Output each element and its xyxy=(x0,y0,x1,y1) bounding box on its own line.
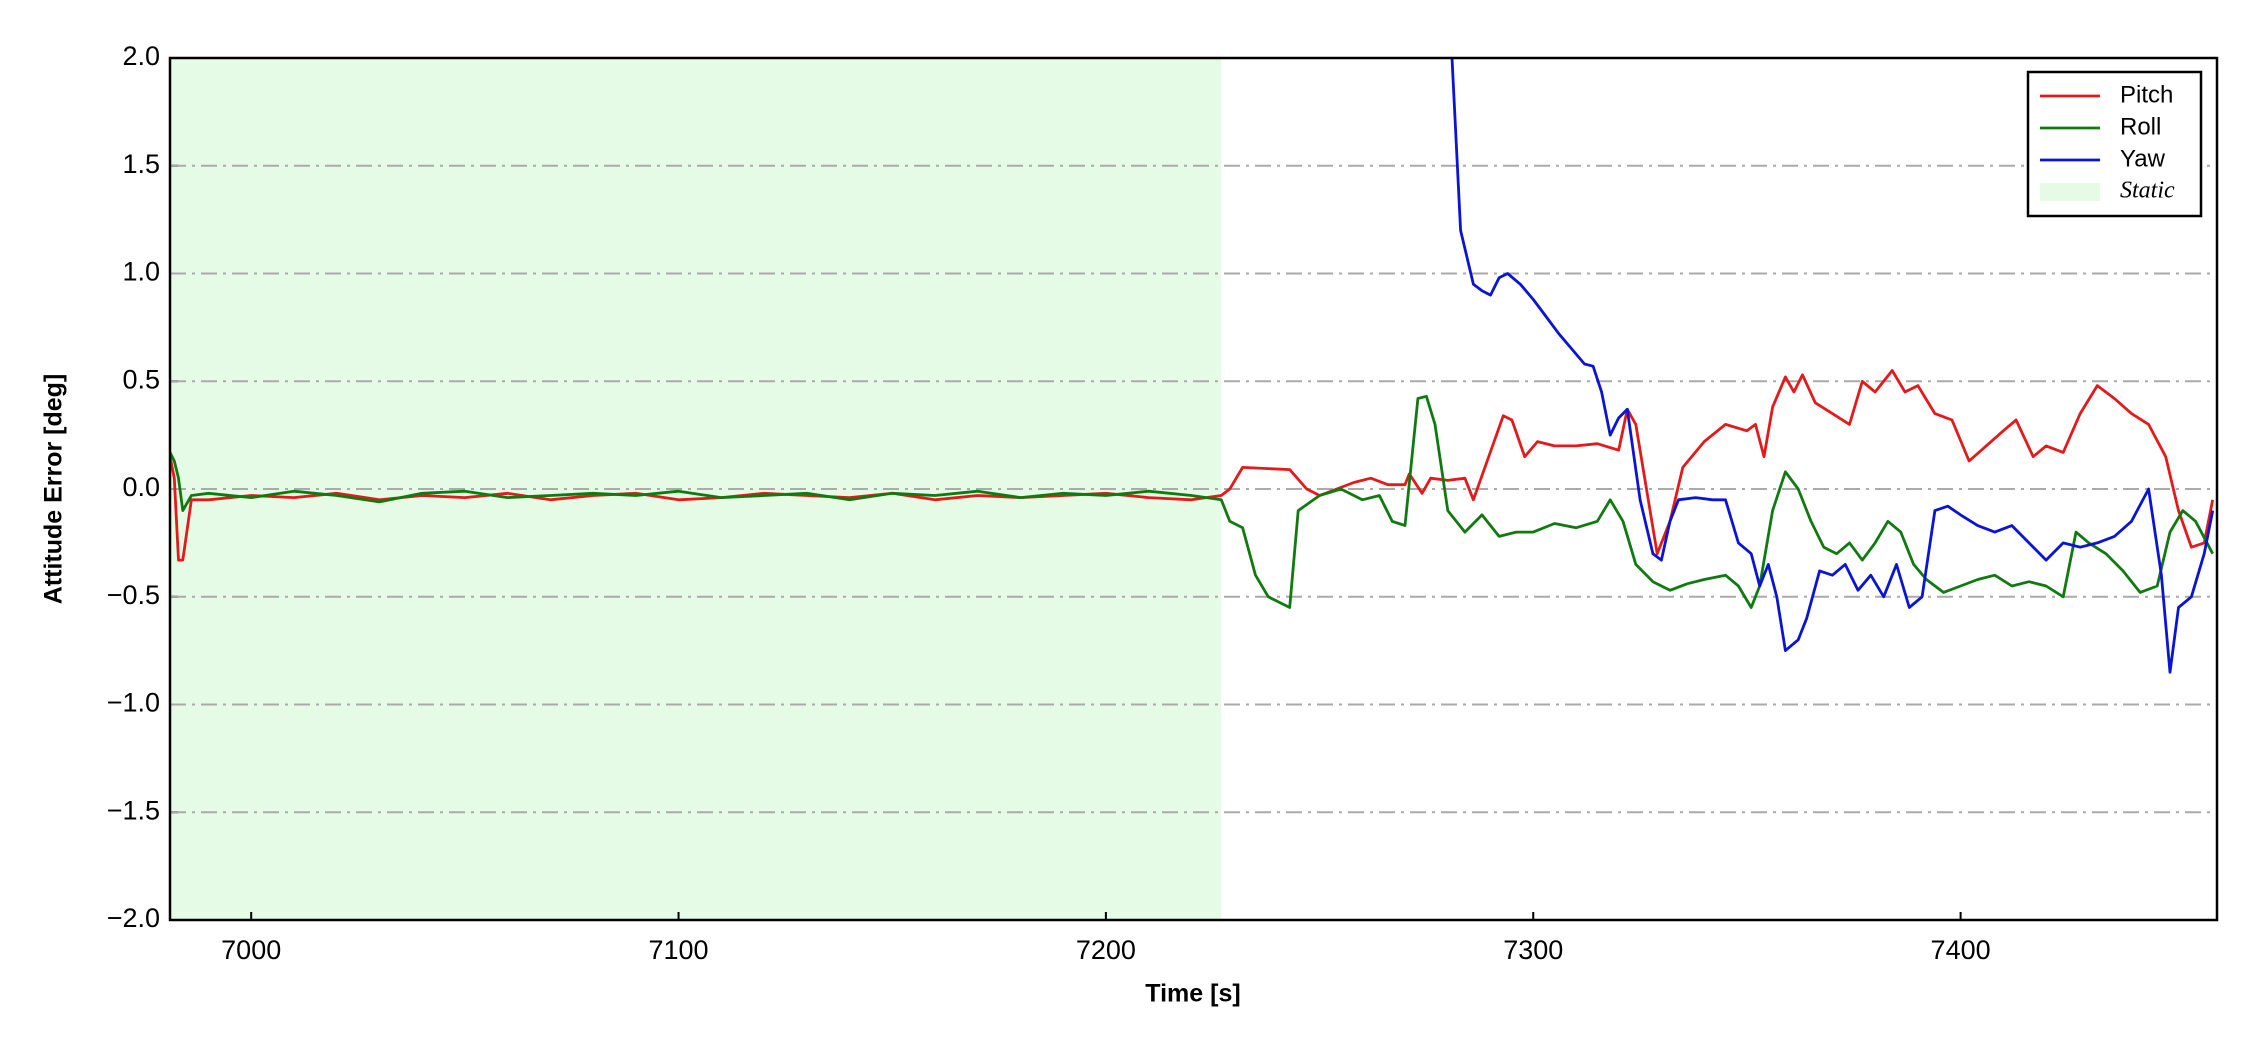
y-tick-label: 1.5 xyxy=(122,149,160,179)
y-tick-label: 0.5 xyxy=(122,364,160,394)
legend-swatch xyxy=(2040,183,2100,201)
x-tick-label: 7200 xyxy=(1076,935,1136,965)
legend-label: Roll xyxy=(2120,113,2161,140)
y-tick-label: 1.0 xyxy=(122,257,160,287)
legend-label: Yaw xyxy=(2120,145,2166,172)
series-line xyxy=(170,369,2215,562)
plot-lines xyxy=(170,58,2215,674)
y-tick-label: −1.0 xyxy=(107,688,160,718)
x-tick-label: 7100 xyxy=(649,935,709,965)
legend-label: Static xyxy=(2120,178,2175,204)
x-tick-label: 7300 xyxy=(1503,935,1563,965)
legend-label: Pitch xyxy=(2120,81,2173,108)
series-line xyxy=(170,394,2214,609)
x-tick-label: 7000 xyxy=(221,935,281,965)
y-tick-label: −0.5 xyxy=(107,580,160,610)
y-axis-label: Attitude Error [deg] xyxy=(40,374,68,605)
x-axis-label: Time [s] xyxy=(1145,980,1240,1008)
y-tick-label: 2.0 xyxy=(122,41,160,71)
x-tick-label: 7400 xyxy=(1931,935,1991,965)
series-line xyxy=(1450,58,2215,674)
y-tick-label: −2.0 xyxy=(107,903,160,933)
y-tick-label: −1.5 xyxy=(107,795,160,825)
plot-frame xyxy=(168,56,2219,922)
y-tick-label: 0.0 xyxy=(122,472,160,502)
